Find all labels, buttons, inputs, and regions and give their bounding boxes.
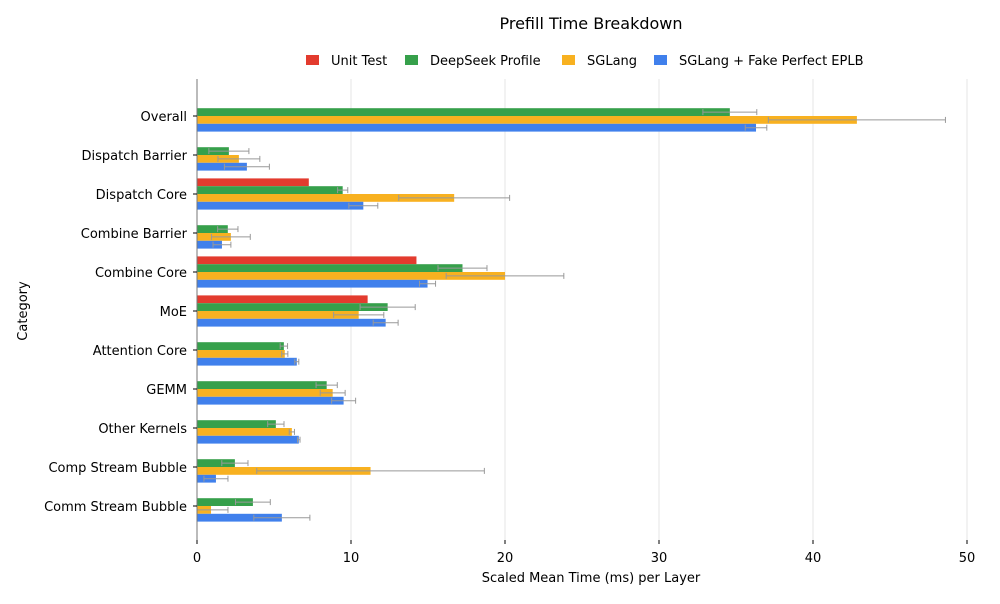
x-axis: 0 10 20 30 40 50 [193,540,975,566]
y-tick-label: Comp Stream Bubble [48,461,187,476]
bar-unit-test [197,256,417,265]
bar-unit-test [197,178,309,187]
error-bars [197,109,946,521]
y-tick-label: Attention Core [93,344,187,359]
bar-sglang-fake-perfect-eplb [197,396,344,405]
x-tick-label: 30 [651,551,668,566]
bar-sglang [197,389,333,397]
y-axis: Overall Dispatch Barrier Dispatch Core Comb… [44,110,197,515]
y-tick-label: Combine Barrier [81,227,188,242]
bar-sglang [197,350,285,358]
bar-sglang-fake-perfect-eplb [197,318,386,327]
y-tick-label: Overall [141,110,187,125]
y-tick-label: MoE [160,305,187,320]
y-tick-label: Combine Core [95,266,187,281]
x-tick-label: 40 [805,551,822,566]
legend-label: Unit Test [331,54,387,69]
x-tick-label: 50 [959,551,976,566]
bar-sglang-fake-perfect-eplb [197,162,247,171]
bar-sglang-fake-perfect-eplb [197,357,297,366]
legend-swatch [562,55,575,65]
legend-swatch [306,55,319,65]
legend: Unit Test DeepSeek Profile SGLang SGLang + … [306,54,864,69]
bar-sglang [197,311,359,319]
bar-sglang [197,116,857,124]
bar-deepseek-profile [197,459,235,467]
bar-deepseek-profile [197,342,284,350]
bar-sglang-fake-perfect-eplb [197,123,757,132]
chart-title: Prefill Time Breakdown [499,14,682,33]
bar-deepseek-profile [197,420,276,428]
bar-deepseek-profile [197,498,253,506]
x-axis-label: Scaled Mean Time (ms) per Layer [482,571,701,586]
legend-label: SGLang + Fake Perfect EPLB [679,54,864,69]
y-tick-label: Dispatch Barrier [81,149,187,164]
x-tick-label: 20 [497,551,514,566]
gridlines [350,79,968,540]
y-axis-label: Category [16,281,31,341]
bar-sglang-fake-perfect-eplb [197,201,364,210]
bar-deepseek-profile [197,381,327,389]
legend-label: DeepSeek Profile [430,54,541,69]
y-tick-label: Comm Stream Bubble [44,500,187,515]
legend-swatch [654,55,667,65]
y-tick-label: Dispatch Core [96,188,187,203]
y-tick-label: Other Kernels [98,422,187,437]
x-tick-label: 0 [193,551,201,566]
bar-deepseek-profile [197,303,388,311]
bar-sglang-fake-perfect-eplb [197,513,282,522]
bars [197,108,857,522]
bar-sglang [197,194,455,202]
x-tick-label: 10 [343,551,360,566]
bar-deepseek-profile [197,108,730,116]
legend-swatch [405,55,418,65]
bar-sglang-fake-perfect-eplb [197,435,299,444]
bar-sglang [197,428,292,436]
legend-label: SGLang [587,54,637,69]
bar-deepseek-profile [197,186,343,194]
bar-deepseek-profile [197,264,463,272]
bar-sglang [197,272,505,280]
bar-deepseek-profile [197,225,228,233]
bar-unit-test [197,295,368,304]
bar-sglang-fake-perfect-eplb [197,279,428,288]
bar-sglang-fake-perfect-eplb [197,240,222,249]
y-tick-label: GEMM [146,383,187,398]
